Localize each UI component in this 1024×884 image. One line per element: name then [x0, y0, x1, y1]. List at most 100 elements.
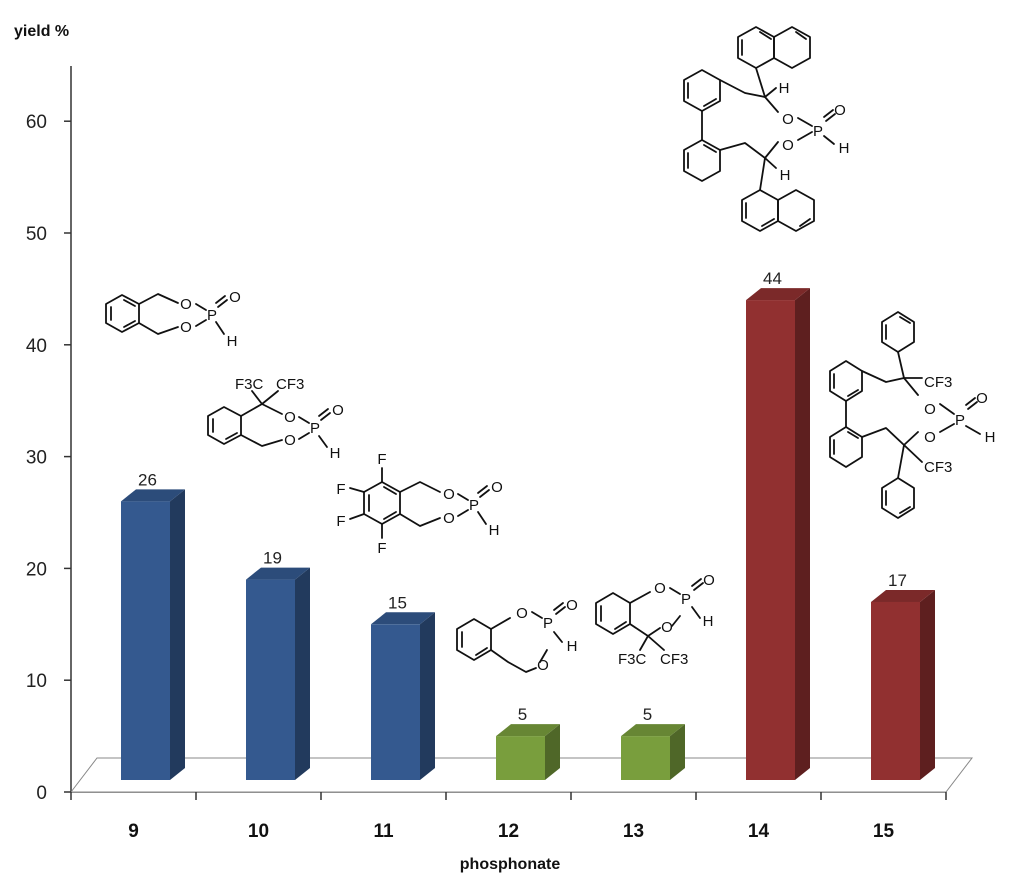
y-tick-label: 50	[26, 224, 47, 245]
bar-10	[246, 567, 310, 780]
data-label: 19	[263, 549, 282, 568]
y-tick-label: 40	[26, 336, 47, 357]
bar-front	[496, 736, 545, 780]
oxygen-label: O	[491, 479, 503, 496]
oxygen-label: O	[516, 605, 528, 622]
bar-front	[746, 300, 795, 780]
oxygen-label: O	[332, 402, 344, 419]
bar-front	[121, 501, 170, 780]
structure-15: CF3 O O P O H CF3	[829, 311, 996, 519]
bar-side	[420, 612, 435, 780]
bar-side	[170, 489, 185, 780]
structure-10: F3C CF3 O O P O H	[207, 376, 344, 462]
oxygen-label: O	[703, 572, 715, 589]
phosphorus-label: P	[813, 123, 823, 140]
bar-front	[246, 579, 295, 780]
bars	[121, 288, 935, 780]
bar-13	[621, 724, 685, 780]
bar-11	[371, 612, 435, 780]
phosphorus-label: P	[310, 420, 320, 437]
bar-front	[871, 601, 920, 780]
structure-13: O P O H O F3C CF3	[595, 572, 715, 668]
bar-top	[371, 612, 435, 625]
phosphorus-label: P	[681, 591, 691, 608]
data-label: 17	[888, 571, 907, 590]
y-tick-label: 30	[26, 448, 47, 469]
oxygen-label: O	[924, 401, 936, 418]
hydrogen-label: H	[703, 613, 714, 630]
x-tick-label: 14	[748, 821, 770, 842]
hydrogen-label: H	[227, 333, 238, 350]
x-axis-title: phosphonate	[460, 856, 561, 873]
fluorine-label: F	[336, 513, 345, 530]
oxygen-label: O	[284, 432, 296, 449]
cf3-label: CF3	[924, 374, 952, 391]
data-label: 44	[763, 269, 782, 288]
oxygen-label: O	[180, 296, 192, 313]
bar-top	[246, 567, 310, 580]
y-tick-label: 20	[26, 559, 47, 580]
bar-side	[670, 724, 685, 780]
oxygen-label: O	[782, 137, 794, 154]
bar-top	[871, 589, 935, 602]
bar-9	[121, 489, 185, 780]
oxygen-label: O	[443, 510, 455, 527]
oxygen-label: O	[976, 390, 988, 407]
oxygen-label: O	[834, 102, 846, 119]
oxygen-label: O	[284, 409, 296, 426]
data-label: 5	[643, 705, 652, 724]
hydrogen-label: H	[567, 638, 578, 655]
x-tick-label: 11	[373, 821, 394, 842]
phosphorus-label: P	[469, 497, 479, 514]
x-tick-label: 12	[498, 821, 519, 842]
x-tick-label: 15	[873, 821, 895, 842]
cf3-label: CF3	[924, 459, 952, 476]
cf3-label: CF3	[276, 376, 304, 393]
f3c-label: F3C	[235, 376, 264, 393]
bar-side	[545, 724, 560, 780]
oxygen-label: O	[537, 657, 549, 674]
hydrogen-label: H	[985, 429, 996, 446]
bar-side	[920, 589, 935, 780]
y-tick-label: 60	[26, 112, 47, 133]
hydrogen-label: H	[330, 445, 341, 462]
bar-14	[746, 288, 810, 780]
bar-front	[621, 736, 670, 780]
x-tick-label: 13	[623, 821, 644, 842]
structure-11: F F F F O O P O H	[336, 451, 502, 557]
bar-side	[795, 288, 810, 780]
x-ticks: 9 10 11 12 13 14 15	[70, 792, 947, 842]
y-ticks: 0 10 20 30 40 50 60	[26, 112, 71, 804]
oxygen-label: O	[566, 597, 578, 614]
phosphorus-label: P	[207, 307, 217, 324]
bar-top	[496, 724, 560, 737]
hydrogen-label: H	[839, 140, 850, 157]
data-labels: 26 19 15 5 5 44 17	[138, 269, 907, 724]
oxygen-label: O	[654, 580, 666, 597]
phosphorus-label: P	[955, 412, 965, 429]
bar-side	[295, 567, 310, 780]
data-label: 26	[138, 470, 157, 489]
oxygen-label: O	[229, 289, 241, 306]
bar-front	[371, 624, 420, 780]
structure-12: O P O H O	[456, 597, 578, 674]
hydrogen-label: H	[489, 522, 500, 539]
oxygen-label: O	[443, 486, 455, 503]
fluorine-label: F	[377, 451, 386, 468]
bar-top	[746, 288, 810, 301]
phosphorus-label: P	[543, 615, 553, 632]
oxygen-label: O	[924, 429, 936, 446]
structure-14: H O O P O H H	[683, 26, 850, 232]
cf3-label: CF3	[660, 651, 688, 668]
oxygen-label: O	[180, 319, 192, 336]
y-axis-title: yield %	[14, 23, 69, 40]
y-tick-label: 0	[36, 783, 47, 804]
hydrogen-label: H	[780, 167, 791, 184]
fluorine-label: F	[377, 540, 386, 557]
x-tick-label: 9	[128, 821, 139, 842]
f3c-label: F3C	[618, 651, 647, 668]
oxygen-label: O	[661, 619, 673, 636]
bar-top	[621, 724, 685, 737]
y-tick-label: 10	[26, 671, 47, 692]
